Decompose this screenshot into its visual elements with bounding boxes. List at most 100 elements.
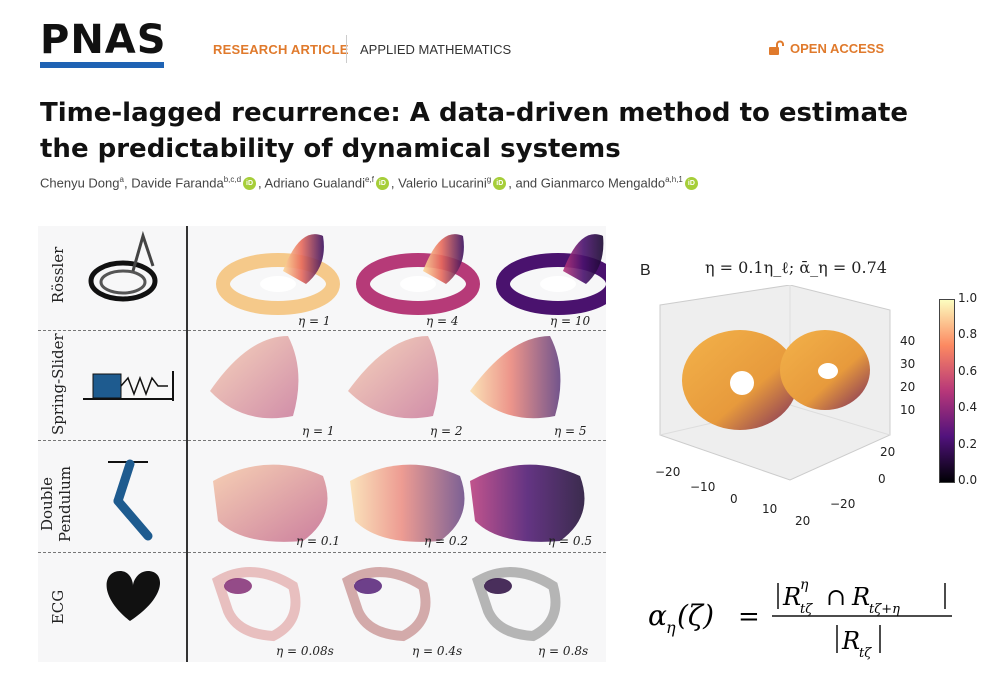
row-label-rossler: Rössler: [49, 246, 67, 304]
double-pendulum-icon: [108, 459, 153, 541]
double-pendulum-attractor-2: [350, 464, 465, 542]
y-axis-tick: 20: [880, 445, 896, 459]
rossler-attractor-1: [216, 234, 340, 315]
author-affiliation: a,h,1: [665, 175, 683, 184]
x-axis-tick: 10: [762, 502, 778, 516]
panel-b-label: B: [640, 262, 651, 279]
row-label-pendulum: Pendulum: [56, 466, 74, 542]
ecg-attractor-1: [211, 567, 301, 642]
header-divider: [346, 35, 347, 63]
formula-num-r1: R: [782, 583, 801, 611]
double-pendulum-attractor-3: [470, 464, 585, 542]
eta-label: η = 2: [430, 424, 463, 438]
author-name[interactable]: Gianmarco Mengaldo: [540, 175, 666, 191]
author-separator: , and: [508, 175, 541, 191]
ecg-attractor-3: [471, 567, 561, 642]
pnas-logo[interactable]: PNAS: [40, 17, 167, 63]
formula-num-r2: R: [851, 583, 870, 611]
eta-label: η = 0.08s: [276, 644, 334, 658]
eta-label: η = 0.1: [296, 534, 340, 548]
author-affiliation: b,c,d: [223, 175, 242, 184]
category-research-article[interactable]: RESEARCH ARTICLE: [213, 42, 349, 57]
eta-label: η = 0.5: [548, 534, 592, 548]
eta-label: η = 10: [550, 314, 591, 328]
formula-cap: ∩: [826, 583, 846, 611]
x-axis-tick: 20: [795, 514, 811, 528]
logo-underline: [40, 62, 164, 68]
author-separator: ,: [258, 175, 265, 191]
alpha-eta-formula: α η (ζ) = R η tζ ∩ R tζ+η R tζ: [640, 575, 960, 665]
ecg-attractor-2: [341, 567, 431, 642]
rossler-attractor-2: [356, 234, 480, 315]
eta-label: η = 0.4s: [412, 644, 463, 658]
colorbar-tick: 0.2: [958, 436, 978, 451]
orcid-icon[interactable]: iD: [375, 177, 389, 191]
author-affiliation: e,f: [365, 175, 374, 184]
x-axis-tick: 0: [730, 492, 738, 506]
orcid-icon[interactable]: iD: [684, 177, 698, 191]
eta-label: η = 0.8s: [538, 644, 589, 658]
rossler-attractor-3: [496, 234, 606, 315]
eta-label: η = 0.2: [424, 534, 468, 548]
eta-label: η = 4: [426, 314, 459, 328]
open-access-badge[interactable]: OPEN ACCESS: [768, 40, 884, 56]
category-applied-mathematics[interactable]: APPLIED MATHEMATICS: [360, 42, 512, 57]
colorbar-tick: 1.0: [958, 291, 978, 305]
formula-lhs: α: [648, 599, 667, 632]
row-label-double: Double: [38, 477, 56, 531]
author-name[interactable]: Adriano Gualandi: [264, 175, 366, 191]
panel-a-graphics: [83, 230, 606, 642]
z-axis-tick: 20: [900, 380, 916, 394]
colorbar-tick: 0.0: [958, 473, 978, 487]
panel-b-title: η = 0.1η_ℓ; ᾱ_η = 0.74: [705, 258, 887, 277]
spring-slider-icon: [83, 371, 174, 401]
row-separator: [38, 330, 606, 331]
z-axis-tick: 40: [900, 334, 916, 348]
y-axis-tick: 0: [878, 472, 886, 486]
colorbar: [939, 299, 955, 483]
author-name[interactable]: Chenyu Dong: [40, 175, 120, 191]
eta-label: η = 1: [298, 314, 331, 328]
author-name[interactable]: Valerio Lucarini: [398, 175, 487, 191]
formula-lhs-arg: (ζ): [677, 599, 714, 632]
colorbar-tick: 0.4: [958, 400, 978, 415]
open-access-label: OPEN ACCESS: [790, 40, 885, 56]
author-list: Chenyu Donga, Davide Farandab,c,d iD, Adr…: [40, 175, 700, 191]
author-affiliation: g: [486, 175, 492, 184]
formula-equals: =: [738, 602, 760, 632]
author-affiliation: a: [119, 175, 124, 184]
formula-num-r1-sup: η: [800, 577, 809, 593]
x-axis-tick: −20: [655, 465, 681, 479]
double-pendulum-attractor-1: [213, 464, 328, 542]
formula-den-r: R: [841, 627, 860, 655]
panel-a-divider: [186, 226, 188, 662]
formula-den-r-sub: tζ: [859, 646, 872, 661]
y-axis-tick: −20: [830, 497, 856, 511]
z-axis-tick: 30: [900, 357, 916, 371]
heart-icon: [106, 571, 161, 621]
author-separator: ,: [123, 175, 132, 191]
z-axis-tick: 10: [900, 403, 916, 417]
spring-slider-attractor-2: [348, 336, 439, 419]
x-axis-tick: −10: [690, 480, 716, 494]
lorenz-3d-plot: [659, 285, 891, 481]
row-label-double-pendulum: Double Pendulum: [38, 454, 74, 554]
eta-label: η = 1: [302, 424, 335, 438]
author-separator: ,: [390, 175, 399, 191]
formula-num-r1-sub: tζ: [800, 602, 813, 617]
orcid-icon[interactable]: iD: [243, 177, 257, 191]
author-name[interactable]: Davide Faranda: [131, 175, 224, 191]
eta-label: η = 5: [554, 424, 587, 438]
row-separator: [38, 440, 606, 441]
figure-panel-a: Rössler Spring-Slider Double Pendulum EC…: [38, 226, 606, 662]
colorbar-tick: 0.6: [958, 363, 978, 378]
row-label-ecg: ECG: [49, 589, 67, 625]
spring-slider-attractor-1: [210, 336, 299, 419]
article-title: Time-lagged recurrence: A data-driven me…: [40, 98, 909, 164]
spring-slider-attractor-3: [470, 336, 561, 419]
orcid-icon[interactable]: iD: [493, 177, 507, 191]
colorbar-tick: 0.8: [958, 327, 978, 342]
rossler-icon: [88, 230, 158, 302]
row-label-spring-slider: Spring-Slider: [49, 333, 67, 435]
formula-lhs-sub: η: [666, 618, 676, 637]
